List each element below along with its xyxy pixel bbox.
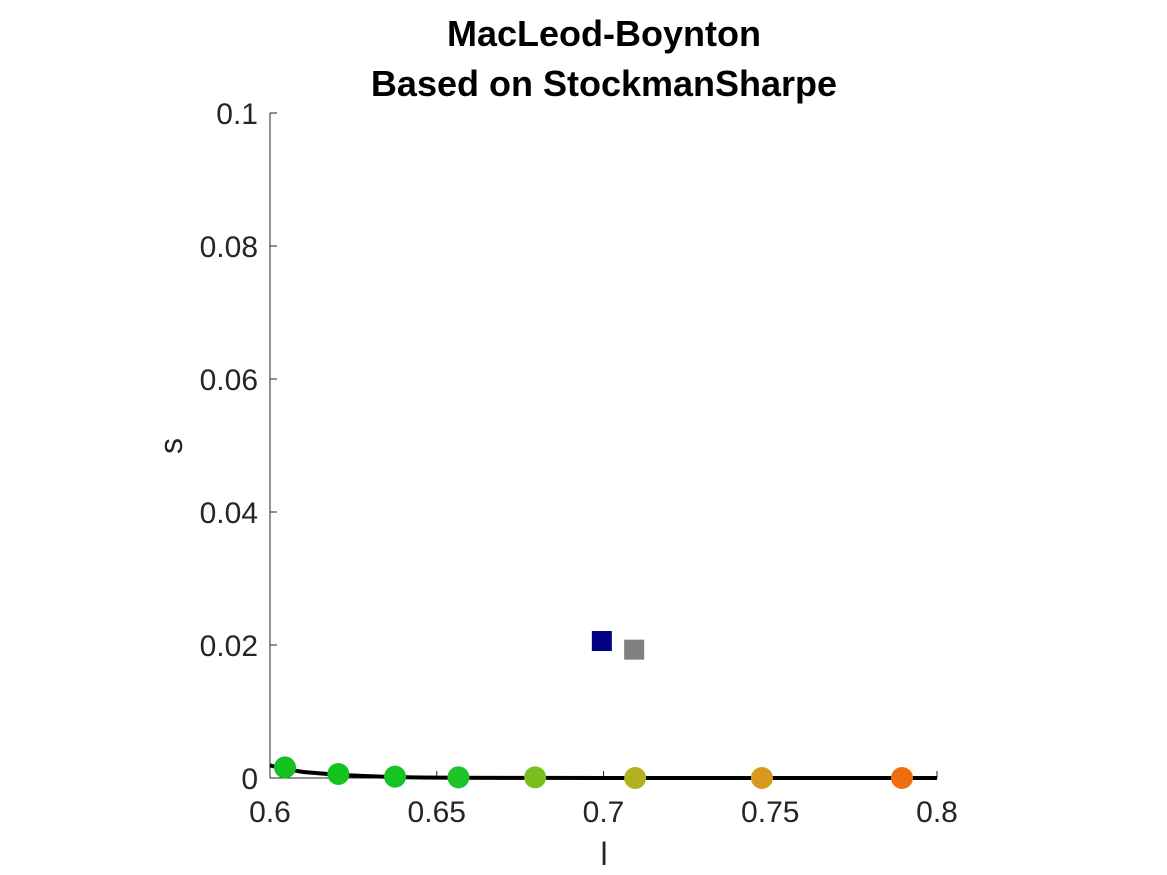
data-point-circle [327, 763, 350, 786]
data-points [274, 631, 913, 789]
x-tick-label: 0.6 [249, 796, 291, 829]
y-tick-label: 0.1 [216, 98, 258, 131]
data-point-circle [447, 766, 470, 789]
data-point-circle [624, 767, 647, 789]
data-point-circle [384, 765, 407, 788]
data-point-square [624, 639, 645, 660]
x-axis-label: l [600, 836, 607, 872]
y-tick-label: 0 [241, 763, 258, 796]
spectrum-locus-layer [269, 763, 937, 780]
y-axis-label: s [153, 438, 189, 454]
data-point-circle [890, 767, 913, 789]
y-tick-label: 0.04 [200, 497, 258, 530]
y-tick-label: 0.08 [200, 231, 258, 264]
data-point-circle [274, 756, 297, 779]
data-point-circle [524, 766, 547, 789]
y-tick-label: 0.02 [200, 630, 258, 663]
x-tick-label: 0.7 [583, 796, 625, 829]
plot-axes [269, 112, 938, 779]
x-tick-label: 0.8 [916, 796, 958, 829]
data-point-circle [750, 767, 773, 789]
chart-title-line-1: MacLeod-Boynton [447, 13, 761, 54]
x-tick-label: 0.65 [408, 796, 466, 829]
tick-labels: 0.6 0.65 0.7 0.75 0.8 0 0.02 0.04 0.06 0.08 0.1 [200, 98, 958, 829]
data-point-square [591, 631, 612, 652]
y-tick-label: 0.06 [200, 364, 258, 397]
spectrum-locus-line [269, 763, 937, 780]
x-tick-label: 0.75 [741, 796, 799, 829]
chart-title-line-2: Based on StockmanSharpe [371, 63, 837, 104]
